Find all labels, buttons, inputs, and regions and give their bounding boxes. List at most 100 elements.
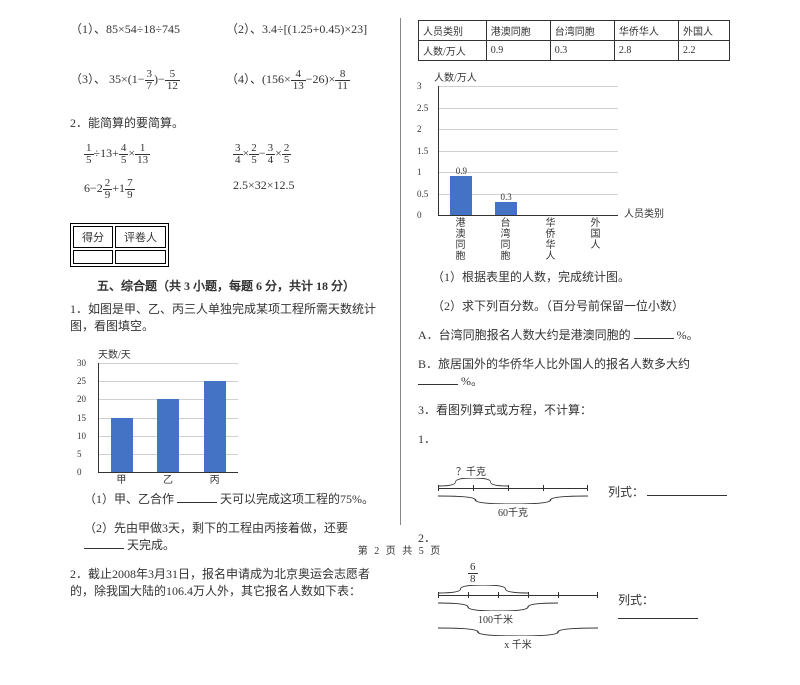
expr-s3: 6−229+179 <box>84 181 135 195</box>
q6-text: 2．截止2008年3月31日，报名申请成为北京奥运会志愿者的，除我国大陆的106… <box>70 565 382 599</box>
expr-s4: 2.5×32×12.5 <box>233 178 295 192</box>
frac-3-7: 37 <box>145 69 155 92</box>
x-label: 港澳同胞 <box>450 218 472 262</box>
sub1: （1）根据表里的人数，完成统计图。 <box>418 268 730 285</box>
right-chart-area: 00.511.522.53 0.90.3 <box>438 86 618 216</box>
frac-2-5b: 25 <box>282 143 292 166</box>
d1-whole: 60千克 <box>438 504 588 519</box>
blank-q5a[interactable] <box>177 493 217 503</box>
d1-num: 1． <box>418 430 730 447</box>
subB-text: B．旅居国外的华侨华人比外国人的报名人数多大约 <box>418 357 690 371</box>
frac-1-5a: 15 <box>84 143 94 166</box>
expr-q4: （4）、(156×413−26)×811 <box>226 72 350 86</box>
y-tick: 1.5 <box>417 146 428 156</box>
frac-2-9: 29 <box>103 178 113 201</box>
bar <box>204 381 226 472</box>
page-footer: 第 2 页 共 5 页 <box>0 542 800 557</box>
table-cell: 0.9 <box>486 41 550 61</box>
y-tick: 0.5 <box>417 189 428 199</box>
blank-d2[interactable] <box>618 609 698 619</box>
bar <box>450 176 472 215</box>
simplify-title: 2．能简算的要简算。 <box>70 114 382 131</box>
table-header: 台湾同胞 <box>550 21 614 41</box>
x-label: 华侨华人 <box>540 218 562 262</box>
x-label: 丙 <box>204 475 226 486</box>
frac-2-5a: 25 <box>249 143 259 166</box>
d2-frac: 68 <box>468 562 478 585</box>
bar <box>111 418 133 473</box>
diagram-2: 68 100千米 x 千米 <box>438 562 598 651</box>
expr-s2: 34×25−34×25 <box>233 146 291 160</box>
q5-intro: 1．如图是甲、乙、丙三人单独完成某项工程所需天数统计图，看图填空。 <box>70 300 382 334</box>
d1-side: 列式： <box>608 485 644 499</box>
table-cell: 0.3 <box>550 41 614 61</box>
q5a-text2: 天可以完成这项工程的75%。 <box>220 492 374 506</box>
d2-side: 列式： <box>618 593 654 607</box>
section-title: 五、综合题（共 3 小题，每题 6 分，共计 18 分） <box>70 277 382 294</box>
expr-q3: （3）、 35×(1−37)−512 <box>70 72 180 86</box>
right-chart-y-label: 人数/万人 <box>434 69 668 84</box>
bar <box>157 399 179 472</box>
x-label: 乙 <box>157 475 179 486</box>
x-axis-label: 人员类别 <box>624 205 664 220</box>
table-header: 华侨华人 <box>614 21 678 41</box>
reviewer-label: 评卷人 <box>115 226 166 248</box>
y-tick: 15 <box>77 413 86 423</box>
d2-x: x 千米 <box>438 636 598 651</box>
y-tick: 0 <box>417 210 422 220</box>
frac-1-13: 113 <box>135 143 150 166</box>
subA-text: A．台湾同胞报名人数大约是港澳同胞的 <box>418 328 631 342</box>
frac-7-9: 79 <box>125 178 135 201</box>
sub2: （2）求下列百分数。（百分号前保留一位小数） <box>418 297 730 314</box>
q3-mid: )− <box>154 72 165 86</box>
x-label: 外国人 <box>585 218 607 262</box>
blank-subB[interactable] <box>418 375 458 385</box>
table-header: 外国人 <box>678 21 729 41</box>
frac-4-13: 413 <box>291 69 306 92</box>
applicants-chart: 人数/万人 00.511.522.53 0.90.3 人员类别 港澳同胞台湾同胞… <box>438 69 668 262</box>
q5b-text1: （2）先由甲做3天，剩下的工程由丙接着做，还要 <box>84 521 348 535</box>
row-label: 人数/万人 <box>419 41 487 61</box>
x-label: 甲 <box>110 475 132 486</box>
frac-5-12: 512 <box>165 69 180 92</box>
y-tick: 2 <box>417 124 422 134</box>
subA-pct: %。 <box>677 328 699 342</box>
blank-d1[interactable] <box>647 486 727 496</box>
expr-q1: （1）、85×54÷18÷745 <box>70 20 180 37</box>
chart-y-label: 天数/天 <box>98 346 240 361</box>
q3-title: 3．看图列算式或方程，不计算： <box>418 401 730 418</box>
applicants-table: 人员类别港澳同胞台湾同胞华侨华人外国人 人数/万人0.90.32.82.2 <box>418 20 730 61</box>
frac-3-4a: 34 <box>233 143 243 166</box>
y-tick: 25 <box>77 376 86 386</box>
q4-mid: −26)× <box>306 72 336 86</box>
x-label: 台湾同胞 <box>495 218 517 262</box>
table-cell: 2.8 <box>614 41 678 61</box>
d1-q: ？千克 <box>456 463 588 478</box>
d2-whole: 100千米 <box>478 611 598 626</box>
bar-label: 0.9 <box>456 166 467 176</box>
y-tick: 30 <box>77 358 86 368</box>
y-tick: 5 <box>77 449 82 459</box>
bar-label: 0.3 <box>501 192 512 202</box>
score-box: 得分 评卷人 <box>70 223 169 267</box>
score-label: 得分 <box>73 226 113 248</box>
bar <box>495 202 517 215</box>
y-tick: 3 <box>417 81 422 91</box>
q4-left: （4）、(156× <box>226 72 291 86</box>
table-header: 港澳同胞 <box>486 21 550 41</box>
y-tick: 10 <box>77 431 86 441</box>
diagram-1: ？千克 60千克 <box>438 463 588 519</box>
table-header: 人员类别 <box>419 21 487 41</box>
y-tick: 0 <box>77 467 82 477</box>
frac-8-11: 811 <box>335 69 350 92</box>
q5a-text1: （1）甲、乙合作 <box>84 492 174 506</box>
frac-4-5: 45 <box>119 143 129 166</box>
y-tick: 20 <box>77 394 86 404</box>
q3-left: （3）、 35×(1− <box>70 72 145 86</box>
table-cell: 2.2 <box>678 41 729 61</box>
column-divider <box>400 18 401 525</box>
expr-q2: （2）、3.4÷[(1.25+0.45)×23] <box>226 20 367 37</box>
left-chart-area: 051015202530 <box>98 363 238 473</box>
days-chart: 天数/天 051015202530 甲乙丙 <box>70 346 240 486</box>
blank-subA[interactable] <box>634 329 674 339</box>
